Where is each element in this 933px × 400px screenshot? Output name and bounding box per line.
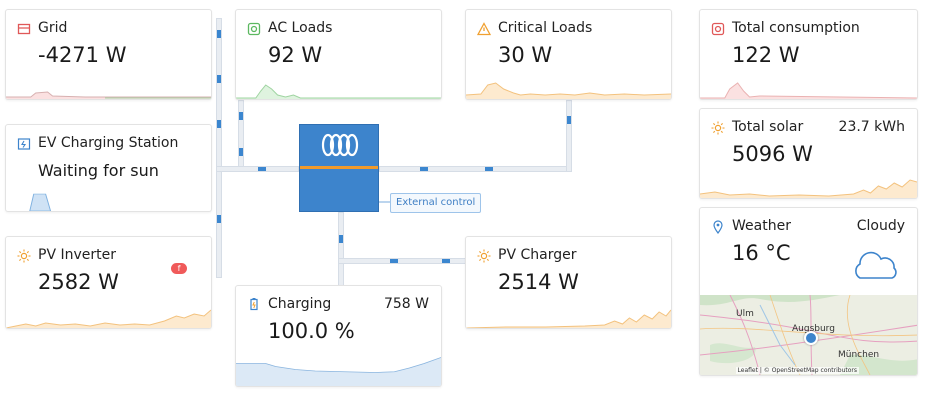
location-pin-icon	[713, 220, 723, 234]
card-value: 16 °C	[732, 241, 791, 265]
external-control-tag[interactable]: External control	[390, 193, 482, 213]
flow-dash	[258, 167, 266, 171]
battery-power: 758 W	[383, 296, 429, 312]
weather-map[interactable]: Ulm Augsburg München Leaflet | © OpenStr…	[700, 295, 917, 375]
card-value: 30 W	[498, 43, 553, 67]
card-value: 100.0 %	[268, 319, 355, 343]
sun-icon	[711, 121, 725, 135]
map-location-marker[interactable]	[804, 331, 818, 345]
card-value: 2582 W	[38, 270, 119, 294]
total-solar-energy: 23.7 kWh	[838, 119, 905, 135]
card-title: Charging	[268, 296, 332, 312]
cloud-icon	[855, 251, 897, 279]
total-consumption-card[interactable]: Total consumption 122 W	[699, 9, 918, 100]
card-title: PV Charger	[498, 247, 577, 263]
weather-card[interactable]: Weather Cloudy 16 °C Ulm Augsburg	[699, 207, 918, 376]
grid-card[interactable]: Grid -4271 W	[5, 9, 212, 100]
connector-ac-vertical	[238, 100, 244, 172]
hub-divider	[300, 166, 378, 169]
ev-charging-card[interactable]: EV Charging Station Waiting for sun	[5, 124, 212, 212]
consumption-icon	[711, 22, 725, 36]
critical-loads-sparkline	[466, 82, 671, 99]
card-title: Grid	[38, 20, 68, 36]
flow-dash	[217, 215, 221, 223]
fronius-badge-icon: f	[171, 263, 187, 274]
battery-icon	[250, 298, 258, 311]
grid-icon	[17, 23, 31, 35]
map-label-augsburg: Augsburg	[792, 324, 835, 334]
critical-loads-card[interactable]: Critical Loads 30 W	[465, 9, 672, 100]
connector-hub-down	[338, 212, 344, 286]
pv-inverter-sparkline	[6, 309, 211, 328]
battery-card[interactable]: Charging 758 W 100.0 %	[235, 285, 442, 387]
map-label-muenchen: München	[838, 350, 880, 360]
flow-dash	[339, 235, 343, 243]
map-attribution[interactable]: Leaflet | © OpenStreetMap contributors	[735, 367, 859, 374]
ac-loads-card[interactable]: AC Loads 92 W	[235, 9, 442, 100]
connector-left-vertical	[216, 18, 222, 278]
card-title: Total solar	[732, 119, 804, 135]
ac-loads-sparkline	[236, 84, 441, 99]
connector-external-control	[379, 201, 391, 203]
card-value: 5096 W	[732, 142, 813, 166]
connector-critical-vertical	[566, 100, 572, 172]
flow-dash	[239, 148, 243, 156]
connector-horizontal-main	[216, 166, 299, 172]
total-consumption-sparkline	[700, 82, 917, 99]
card-value: 92 W	[268, 43, 323, 67]
system-hub[interactable]	[299, 124, 379, 212]
battery-sparkline	[236, 357, 441, 386]
card-title: EV Charging Station	[38, 135, 179, 151]
pv-charger-card[interactable]: PV Charger 2514 W	[465, 236, 672, 329]
sun-icon	[17, 249, 31, 263]
card-title: Critical Loads	[498, 20, 593, 36]
ev-charger-icon	[17, 138, 31, 150]
sun-icon	[477, 249, 491, 263]
map-label-ulm: Ulm	[736, 309, 754, 319]
card-value: Waiting for sun	[38, 161, 159, 180]
flow-dash	[567, 116, 571, 124]
total-solar-sparkline	[700, 179, 917, 198]
card-value: -4271 W	[38, 43, 127, 67]
total-solar-card[interactable]: Total solar 23.7 kWh 5096 W	[699, 108, 918, 199]
card-title: Weather	[732, 218, 791, 234]
warning-icon	[477, 22, 491, 36]
pv-inverter-card[interactable]: PV Inverter 2582 W	[5, 236, 212, 329]
victron-logo-icon	[321, 133, 359, 157]
flow-dash	[217, 75, 221, 83]
weather-condition: Cloudy	[856, 218, 905, 234]
flow-dash	[390, 259, 398, 263]
flow-dash	[217, 30, 221, 38]
grid-sparkline	[6, 91, 211, 99]
flow-dash	[485, 167, 493, 171]
pv-charger-sparkline	[466, 309, 671, 328]
connector-right-horizontal	[379, 166, 571, 172]
card-title: Total consumption	[732, 20, 860, 36]
card-title: PV Inverter	[38, 247, 116, 263]
ac-loads-icon	[247, 22, 261, 36]
card-title: AC Loads	[268, 20, 333, 36]
card-value: 122 W	[732, 43, 800, 67]
flow-dash	[239, 112, 243, 120]
flow-dash	[442, 259, 450, 263]
ev-sparkline	[29, 193, 52, 211]
flow-dash	[420, 167, 428, 171]
card-value: 2514 W	[498, 270, 579, 294]
flow-dash	[217, 120, 221, 128]
